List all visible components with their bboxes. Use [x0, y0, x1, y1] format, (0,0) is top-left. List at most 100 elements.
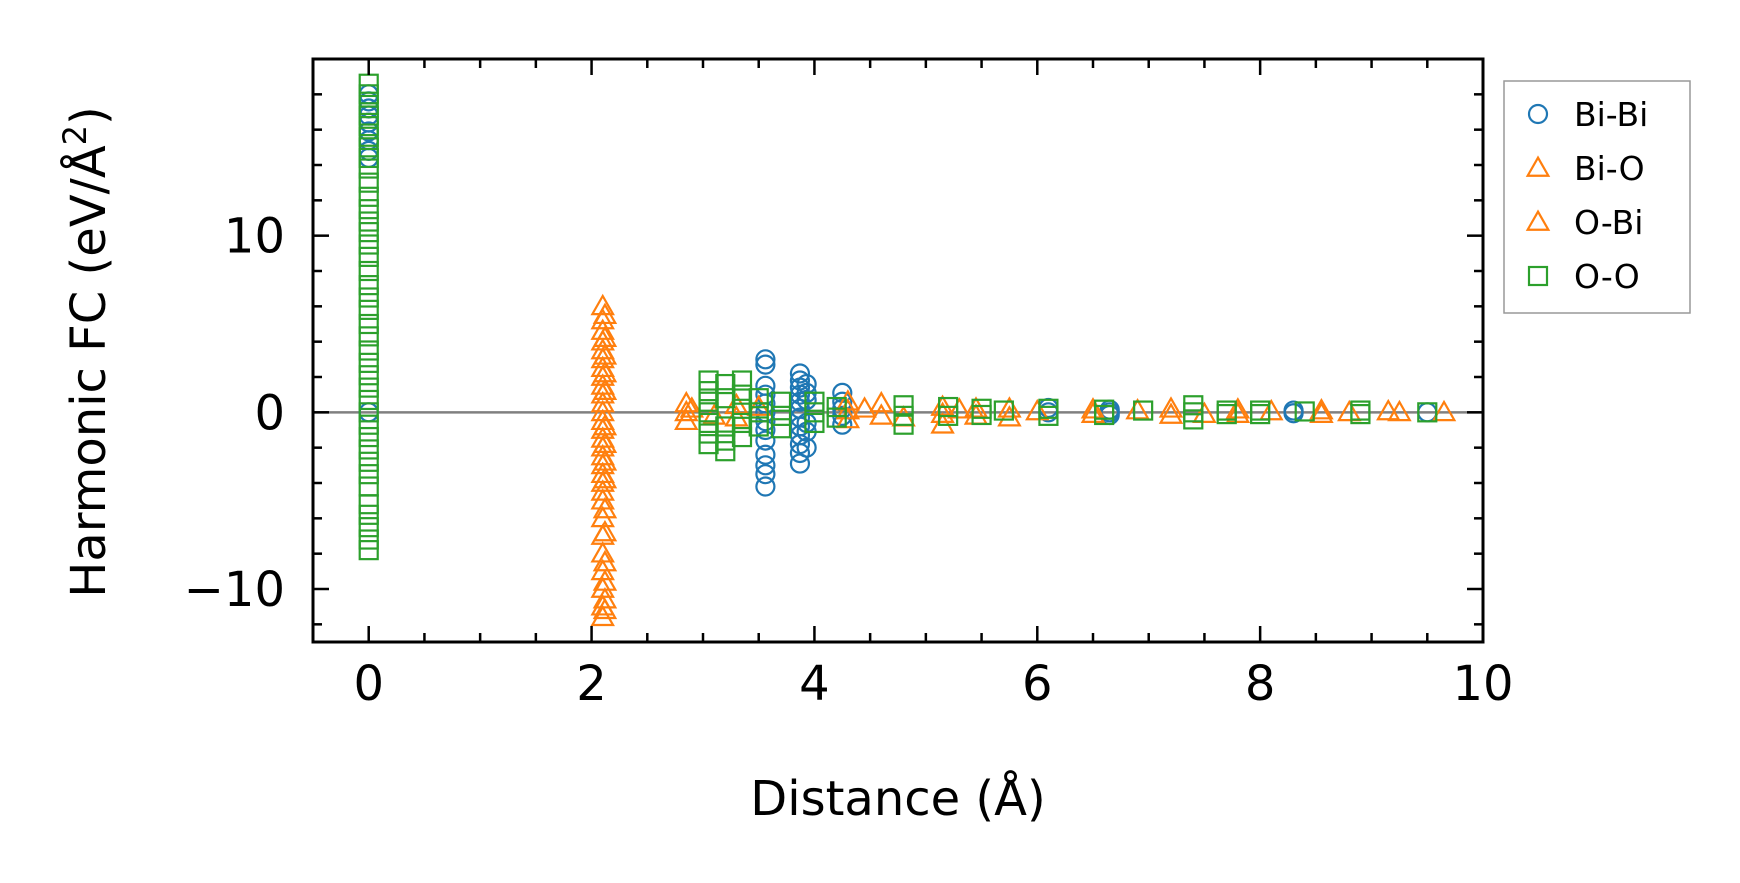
legend-marker — [1525, 155, 1551, 177]
data-point — [1376, 398, 1401, 421]
legend-marker — [1527, 103, 1549, 125]
y-axis-label-main: Harmonic FC (eV/Å — [60, 145, 117, 598]
data-point — [1417, 402, 1438, 423]
data-point — [1350, 404, 1371, 425]
data-point — [770, 418, 792, 439]
data-point — [852, 396, 877, 418]
data-point — [1431, 399, 1457, 422]
data-point — [358, 105, 379, 126]
data-point — [826, 407, 847, 428]
data-point — [1387, 399, 1412, 422]
data-point — [358, 116, 379, 137]
legend-entry-o-bi: O-Bi — [1525, 203, 1643, 242]
data-point — [947, 397, 972, 419]
data-point — [1080, 401, 1106, 423]
data-point — [592, 302, 618, 325]
data-point — [592, 378, 618, 400]
data-point — [746, 394, 771, 416]
data-point — [358, 439, 379, 460]
data-point — [1259, 398, 1284, 421]
data-point — [358, 529, 379, 550]
data-point — [971, 404, 992, 426]
data-point — [963, 396, 989, 418]
data-point — [1080, 397, 1106, 419]
data-point — [698, 412, 719, 434]
data-point — [1309, 397, 1334, 420]
data-point — [748, 388, 769, 409]
data-point — [804, 412, 825, 434]
data-point — [770, 391, 792, 412]
data-point — [358, 199, 379, 220]
data-point — [1309, 401, 1334, 423]
data-point — [1158, 396, 1184, 418]
data-point — [698, 423, 719, 444]
data-point — [358, 313, 379, 335]
data-point — [358, 365, 379, 386]
data-point — [358, 540, 379, 561]
data-point — [869, 403, 894, 425]
data-point — [1158, 402, 1184, 424]
data-point — [715, 430, 736, 451]
data-point — [679, 396, 705, 418]
data-point — [592, 496, 618, 519]
data-point — [997, 396, 1022, 418]
data-point — [358, 340, 379, 361]
data-point — [755, 455, 776, 476]
data-point — [789, 442, 811, 464]
data-point — [358, 517, 379, 538]
data-point — [804, 391, 825, 412]
legend-entry-bi-bi: Bi-Bi — [1527, 95, 1648, 134]
x-tick-label: 2 — [576, 656, 607, 712]
x-tick-label: 4 — [799, 656, 830, 712]
data-point — [755, 464, 776, 485]
data-point — [1094, 404, 1115, 426]
data-point — [592, 466, 618, 489]
series-o-o — [358, 73, 1438, 561]
data-point — [358, 94, 379, 116]
data-point — [1225, 401, 1251, 423]
data-point — [358, 186, 379, 207]
legend-marker — [1525, 209, 1551, 231]
data-point — [1216, 404, 1237, 425]
data-point — [993, 400, 1014, 421]
data-point — [715, 388, 736, 409]
data-point — [938, 405, 959, 426]
data-point — [1125, 397, 1150, 420]
data-point — [731, 426, 753, 448]
legend-label: O-O — [1574, 257, 1640, 296]
data-point — [674, 408, 699, 431]
data-point — [358, 377, 379, 398]
y-axis-label: Harmonic FC (eV/Å2) — [56, 106, 117, 598]
data-point — [724, 405, 749, 427]
legend-label: Bi-O — [1574, 149, 1645, 188]
data-point — [893, 395, 914, 416]
y-axis-label-superscript: 2 — [56, 125, 94, 145]
data-point — [804, 402, 825, 423]
y-tick-label: 0 — [254, 385, 285, 441]
data-point — [358, 126, 379, 147]
data-point — [592, 587, 618, 609]
data-point — [358, 260, 379, 282]
data-point — [590, 604, 615, 627]
data-point — [748, 402, 769, 423]
data-point — [1192, 401, 1217, 423]
data-point — [698, 370, 719, 391]
data-point — [590, 293, 615, 316]
data-point — [358, 426, 379, 448]
data-point — [869, 390, 894, 413]
data-point — [1183, 409, 1204, 430]
data-point — [1133, 400, 1154, 421]
data-point — [755, 430, 776, 451]
data-point — [358, 84, 379, 105]
data-point — [698, 381, 719, 402]
data-point — [1294, 401, 1315, 422]
data-point — [835, 406, 861, 429]
data-point — [698, 391, 719, 412]
data-point — [358, 402, 379, 423]
data-point — [358, 234, 379, 255]
legend: Bi-Bi Bi-O O-Bi O-O — [1503, 80, 1691, 314]
data-point — [731, 412, 753, 434]
data-point — [358, 246, 379, 267]
legend-entry-bi-o: Bi-O — [1525, 149, 1645, 188]
